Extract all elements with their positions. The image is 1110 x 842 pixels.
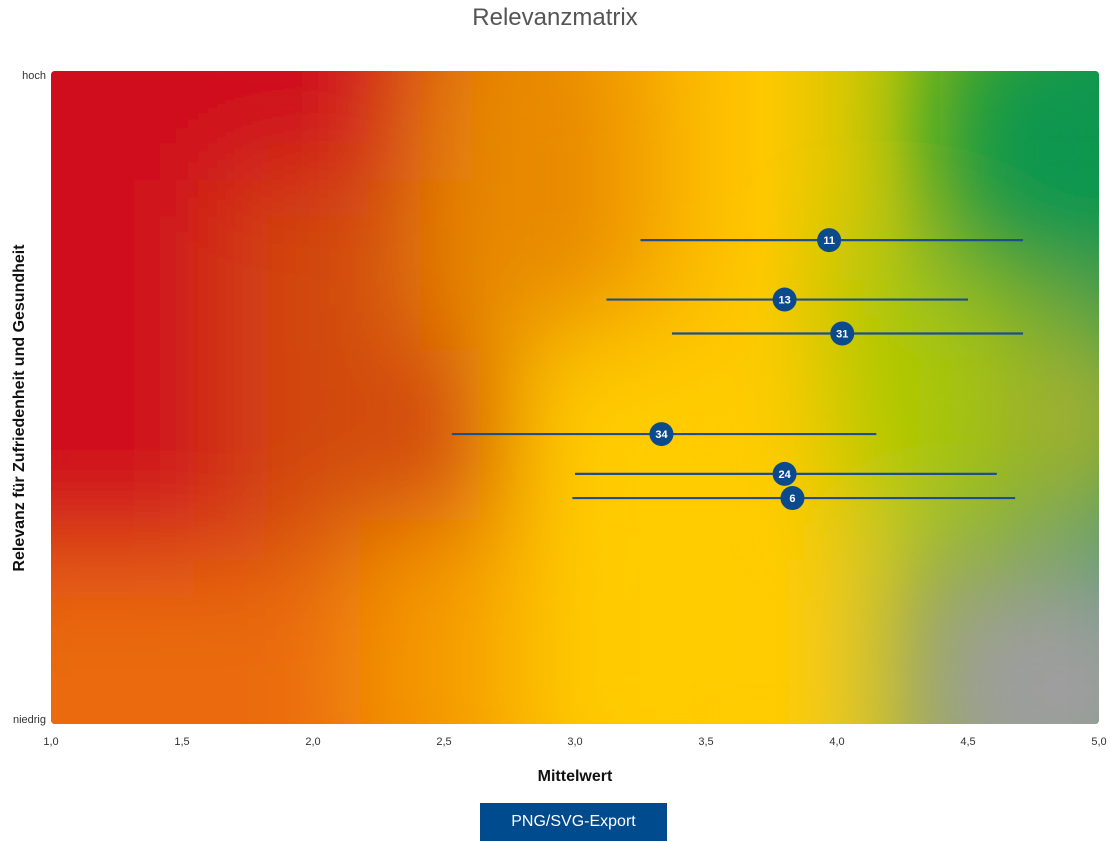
data-point-label: 13 [778,295,790,307]
x-tick-label: 2,5 [436,736,451,748]
y-tick-label-top: hoch [22,70,46,82]
x-axis-title: Mittelwert [538,768,613,785]
data-point-group[interactable]: 11 [640,228,1024,253]
data-point-marker[interactable] [830,321,855,346]
heatmap-grey-zone [910,560,1099,724]
y-tick-label-bottom: niedrig [13,714,46,726]
data-point-group[interactable]: 31 [671,321,1024,346]
data-point-marker[interactable] [772,461,797,486]
data-point-group[interactable]: 24 [575,461,997,486]
heatmap-orange-zone [51,560,360,724]
data-point-marker[interactable] [817,228,842,253]
data-point-label: 11 [823,235,835,247]
x-tick-label: 3,0 [567,736,582,748]
data-point-label: 31 [836,329,848,341]
heatmap-green-zone [940,71,1099,280]
heatmap-yellow-zone [520,330,820,724]
data-point-group[interactable]: 34 [451,422,877,447]
heatmap-lime-zone [840,260,980,500]
x-tick-label: 1,0 [43,736,58,748]
x-tick-label: 4,0 [829,736,844,748]
data-point-label: 34 [655,429,668,441]
y-axis-title: Relevanz für Zufriedenheit und Gesundhei… [11,244,28,572]
heatmap-amber-zone [420,71,620,350]
x-tick-label: 2,0 [305,736,320,748]
data-point-group[interactable]: 6 [572,486,1016,511]
x-tick-label: 3,5 [698,736,713,748]
data-point-label: 6 [789,493,795,505]
x-tick-label: 1,5 [174,736,189,748]
x-tick-label: 5,0 [1091,736,1106,748]
data-point-group[interactable]: 13 [606,287,968,312]
heatmap-background [51,71,1099,724]
chart-title: Relevanzmatrix [472,4,638,31]
points-layer: 11 13 31 34 24 6 [451,228,1024,511]
data-point-marker[interactable] [772,287,797,312]
plot-svg: 1,0 1,5 2,0 2,5 3,0 3,5 4,0 4,5 5,0 hoch niedrig… [11,70,1107,785]
x-axis-ticks: 1,0 1,5 2,0 2,5 3,0 3,5 4,0 4,5 5,0 [43,736,1106,748]
x-tick-label: 4,5 [960,736,975,748]
data-point-marker[interactable] [780,486,805,511]
png-svg-export-button[interactable]: PNG/SVG-Export [480,803,667,841]
data-point-label: 24 [778,469,791,481]
heatmap-olive-zone [1000,320,1099,520]
data-point-marker[interactable] [649,422,674,447]
